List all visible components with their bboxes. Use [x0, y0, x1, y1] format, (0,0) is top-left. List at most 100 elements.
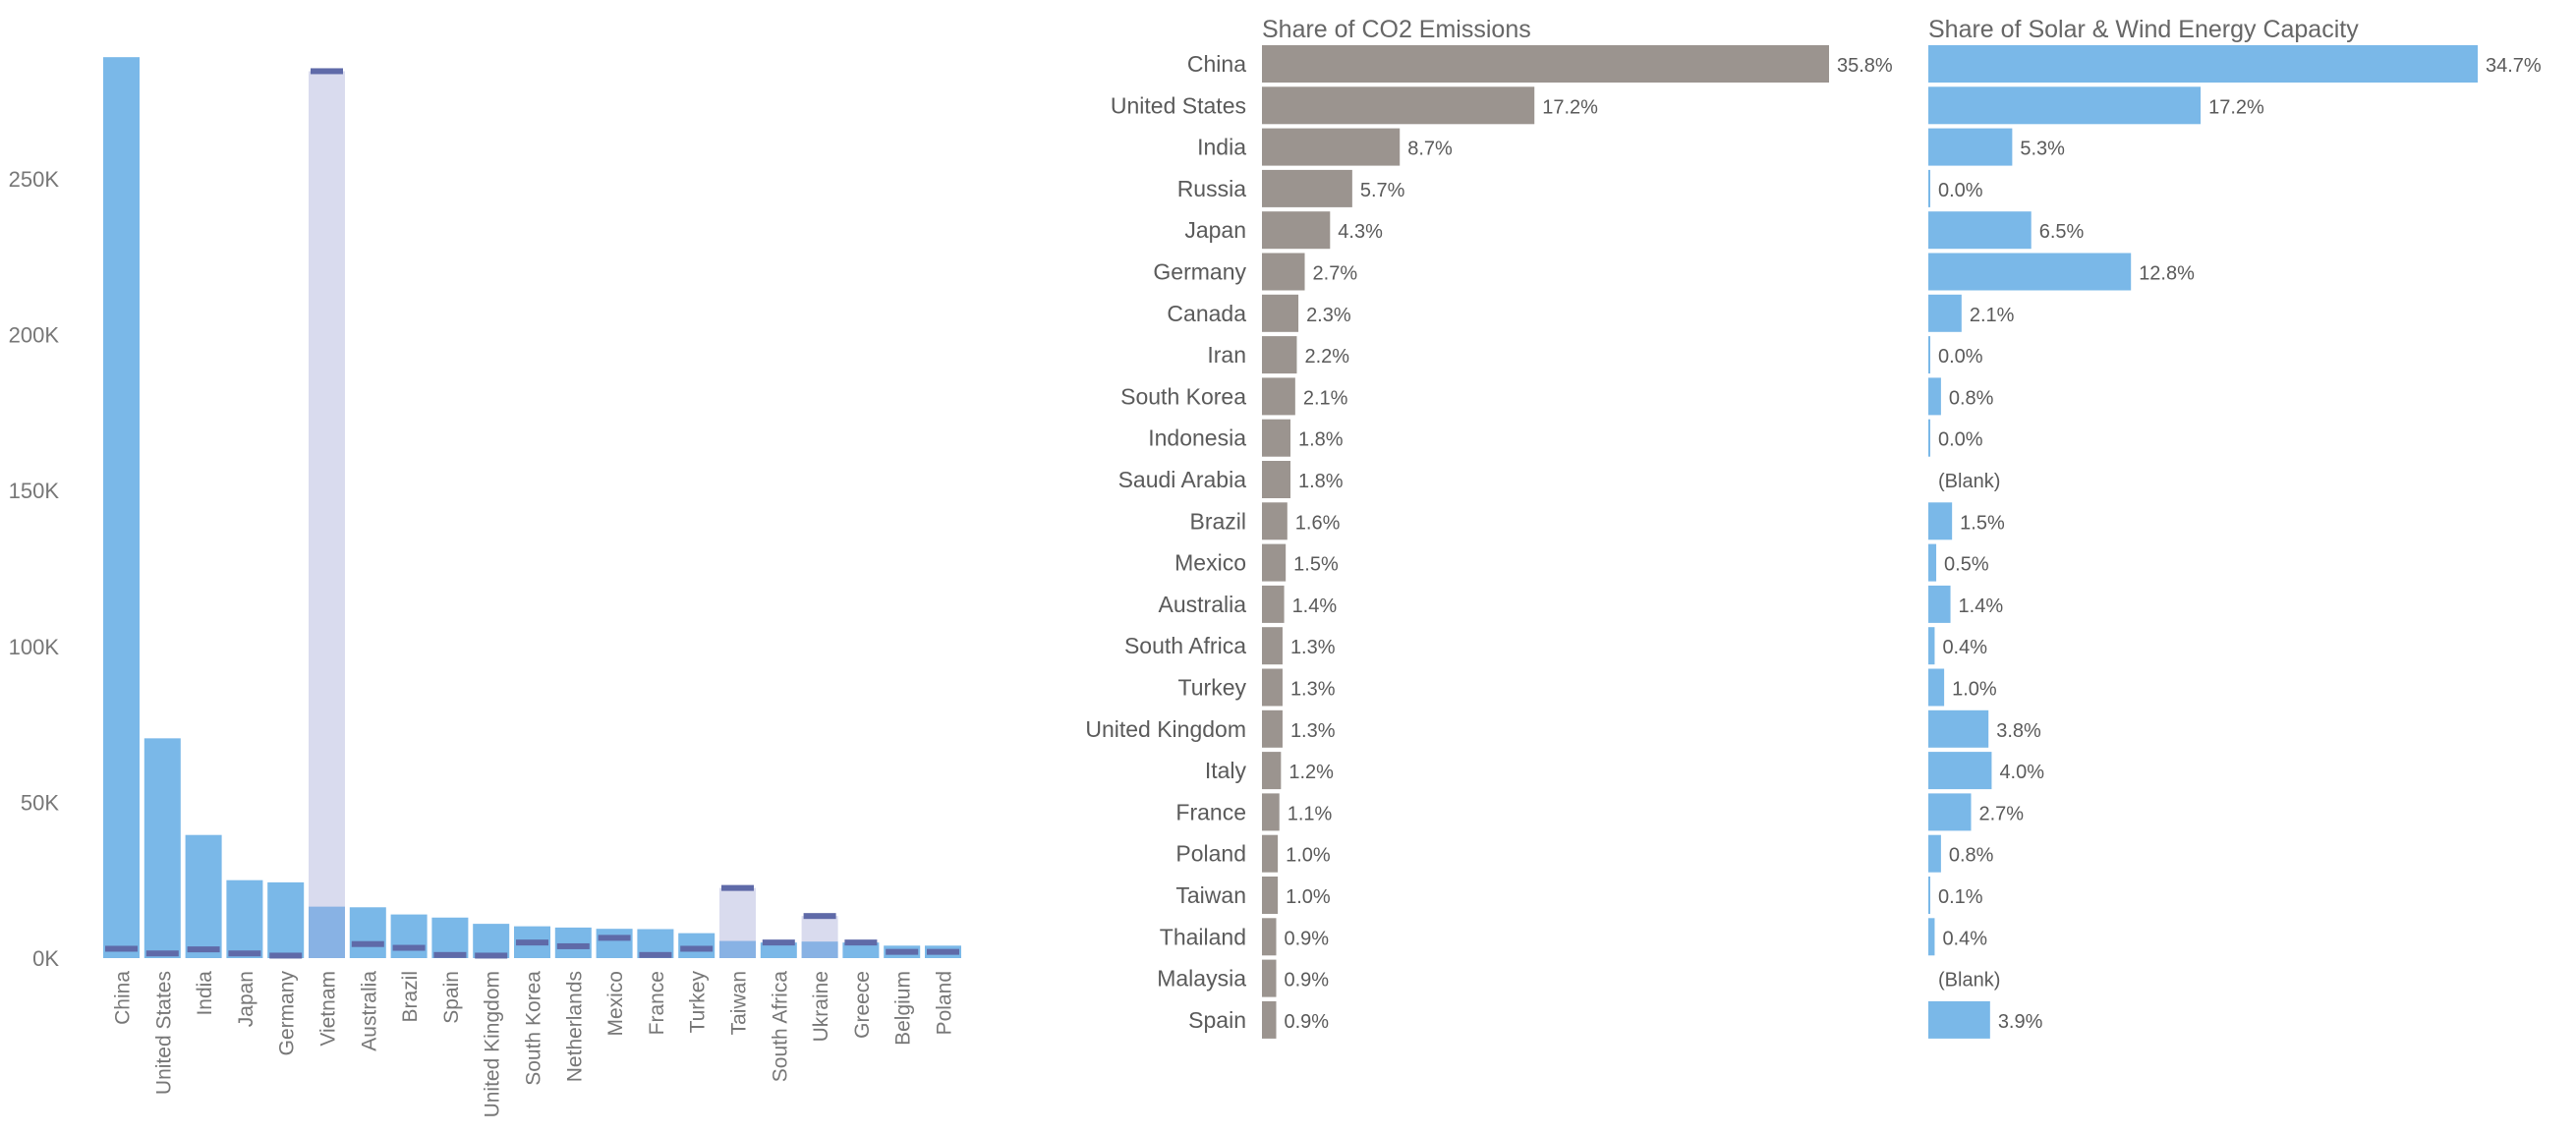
column-marker-south-korea	[516, 939, 548, 946]
column-marker-turkey	[680, 945, 714, 952]
co2-value-label-indonesia: 1.8%	[1298, 429, 1344, 451]
column-bar-germany	[267, 881, 305, 958]
column-bar-greece	[842, 942, 880, 958]
category-label-iran: Iran	[1207, 342, 1246, 368]
co2-value-label-united-kingdom: 1.3%	[1290, 720, 1336, 742]
column-bar-australia	[349, 907, 386, 958]
column-bar-china	[103, 57, 140, 958]
x-tick-label-turkey: Turkey	[687, 971, 710, 1034]
column-marker-japan	[228, 950, 261, 957]
column-bar-ukraine	[801, 941, 838, 958]
co2-value-label-australia: 1.4%	[1292, 595, 1338, 617]
y-tick-label-3: 150K	[9, 479, 60, 503]
x-tick-label-china: China	[112, 971, 135, 1025]
solar-bar-united-kingdom	[1928, 709, 1989, 748]
category-label-australia: Australia	[1159, 592, 1247, 617]
x-tick-label-japan: Japan	[235, 971, 258, 1027]
category-label-germany: Germany	[1153, 259, 1246, 285]
co2-value-label-italy: 1.2%	[1288, 762, 1334, 783]
solar-value-label-poland: 0.8%	[1949, 845, 1994, 867]
x-tick-label-south-africa: South Africa	[769, 971, 791, 1083]
solar-value-label-canada: 2.1%	[1970, 305, 2015, 326]
co2-value-label-france: 1.1%	[1288, 803, 1333, 824]
category-label-japan: Japan	[1184, 217, 1246, 243]
solar-bar-south-africa	[1928, 627, 1935, 665]
solar-value-label-south-korea: 0.8%	[1949, 387, 1994, 409]
co2-bar-united-states	[1262, 86, 1535, 125]
co2-value-label-germany: 2.7%	[1313, 263, 1358, 285]
co2-bar-south-africa	[1262, 627, 1283, 665]
y-tick-label-2: 100K	[9, 635, 60, 659]
solar-value-label-malaysia: (Blank)	[1938, 970, 2000, 992]
column-bar-india	[185, 834, 222, 958]
solar-bar-iran	[1928, 336, 1930, 374]
x-tick-label-united-kingdom: United Kingdom	[482, 971, 504, 1117]
co2-value-label-poland: 1.0%	[1286, 845, 1331, 867]
column-marker-belgium	[886, 948, 919, 955]
column-marker-france	[639, 951, 672, 958]
co2-bar-united-kingdom	[1262, 709, 1283, 748]
co2-value-label-canada: 2.3%	[1306, 305, 1351, 326]
co2-bar-south-korea	[1262, 377, 1295, 416]
category-label-mexico: Mexico	[1174, 550, 1246, 576]
category-label-united-states: United States	[1111, 92, 1246, 118]
category-label-south-korea: South Korea	[1120, 383, 1246, 409]
solar-value-label-russia: 0.0%	[1938, 180, 1983, 201]
co2-value-label-south-africa: 1.3%	[1290, 637, 1336, 658]
co2-bar-india	[1262, 128, 1401, 166]
solar-bar-australia	[1928, 585, 1951, 623]
category-label-turkey: Turkey	[1178, 675, 1247, 701]
column-marker-spain	[433, 951, 467, 958]
y-tick-label-1: 50K	[21, 790, 59, 815]
co2-value-label-taiwan: 1.0%	[1286, 886, 1331, 908]
solar-bar-canada	[1928, 294, 1962, 332]
column-bar-vietnam	[309, 906, 345, 958]
co2-bar-germany	[1262, 253, 1305, 291]
x-tick-label-ukraine: Ukraine	[810, 971, 832, 1042]
column-chart-country-values: 0K 50K 100K 150K 200K 250K China United States I…	[9, 57, 961, 1117]
co2-value-label-spain: 0.9%	[1285, 1011, 1330, 1033]
category-label-italy: Italy	[1205, 758, 1247, 783]
solar-bar-india	[1928, 128, 2013, 166]
y-tick-label-5: 250K	[9, 167, 60, 192]
solar-bar-mexico	[1928, 543, 1937, 582]
co2-value-label-united-states: 17.2%	[1542, 96, 1598, 118]
column-bar-united-kingdom	[473, 924, 510, 958]
co2-bar-france	[1262, 793, 1280, 831]
category-label-china: China	[1187, 51, 1246, 77]
solar-value-label-germany: 12.8%	[2139, 263, 2195, 285]
x-tick-label-germany: Germany	[276, 971, 299, 1056]
co2-value-label-iran: 2.2%	[1304, 346, 1349, 368]
category-label-united-kingdom: United Kingdom	[1085, 716, 1246, 742]
column-bar-united-states	[143, 738, 181, 958]
solar-value-label-turkey: 1.0%	[1952, 679, 1997, 701]
column-marker-vietnam	[311, 68, 343, 75]
solar-value-label-spain: 3.9%	[1998, 1011, 2043, 1033]
category-label-south-africa: South Africa	[1124, 633, 1246, 658]
solar-bar-taiwan	[1928, 877, 1930, 914]
x-tick-label-netherlands: Netherlands	[563, 971, 586, 1082]
column-marker-germany	[269, 952, 303, 959]
solar-bar-poland	[1928, 834, 1941, 873]
co2-value-label-turkey: 1.3%	[1290, 679, 1336, 701]
column-bar-taiwan	[719, 940, 756, 958]
co2-bar-italy	[1262, 752, 1282, 790]
column-bar-japan	[226, 879, 263, 958]
solar-value-label-united-kingdom: 3.8%	[1996, 720, 2041, 742]
column-marker-india	[187, 946, 220, 953]
co2-value-label-saudi-arabia: 1.8%	[1298, 471, 1344, 492]
y-tick-label-0: 0K	[32, 946, 59, 971]
solar-value-label-united-states: 17.2%	[2208, 96, 2264, 118]
co2-value-label-china: 35.8%	[1837, 55, 1893, 77]
column-bar-spain	[431, 917, 469, 958]
co2-value-label-malaysia: 0.9%	[1285, 970, 1330, 992]
category-label-saudi-arabia: Saudi Arabia	[1118, 467, 1247, 492]
solar-value-label-saudi-arabia: (Blank)	[1938, 471, 2000, 492]
column-marker-taiwan	[721, 884, 754, 891]
bar-chart-co2-emissions: Share of CO2 Emissions China 35.8% United …	[1085, 16, 1893, 1039]
co2-bar-russia	[1262, 169, 1352, 207]
solar-value-label-taiwan: 0.1%	[1938, 886, 1983, 908]
x-tick-label-south-korea: South Korea	[523, 971, 545, 1086]
column-marker-united-states	[145, 950, 179, 957]
